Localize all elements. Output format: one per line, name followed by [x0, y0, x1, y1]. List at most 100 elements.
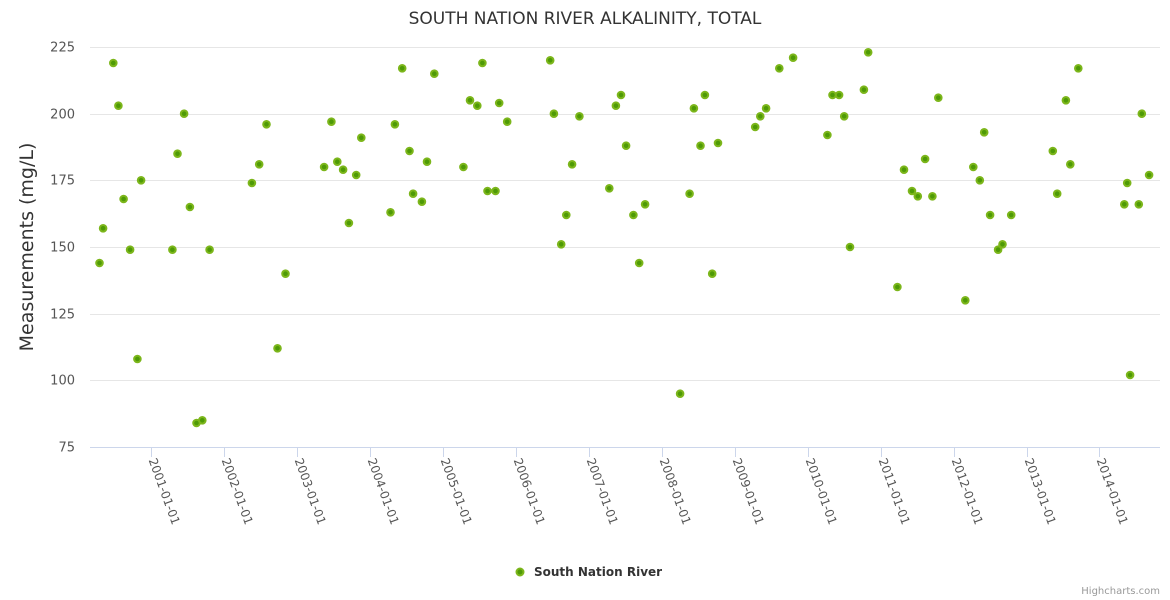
data-point[interactable] — [1061, 96, 1071, 105]
data-point[interactable] — [262, 120, 271, 129]
data-point[interactable] — [327, 117, 336, 126]
legend-marker-icon[interactable] — [515, 567, 525, 577]
data-point[interactable] — [1137, 109, 1147, 118]
data-point[interactable] — [775, 64, 784, 73]
data-point[interactable] — [1122, 178, 1132, 188]
data-point[interactable] — [605, 184, 614, 193]
data-point[interactable] — [1144, 170, 1154, 180]
data-point[interactable] — [761, 104, 771, 113]
data-point[interactable] — [859, 85, 869, 94]
data-point[interactable] — [247, 178, 257, 188]
data-point[interactable] — [696, 141, 705, 150]
data-point[interactable] — [114, 101, 123, 110]
data-point[interactable] — [562, 210, 571, 220]
data-point[interactable] — [689, 104, 699, 113]
data-point[interactable] — [422, 157, 432, 166]
data-point[interactable] — [961, 296, 970, 305]
data-point[interactable] — [621, 141, 631, 150]
data-point[interactable] — [1066, 160, 1075, 169]
data-point[interactable] — [920, 154, 930, 164]
data-point[interactable] — [549, 109, 559, 118]
data-point[interactable] — [405, 146, 414, 156]
data-point[interactable] — [397, 64, 407, 73]
data-point[interactable] — [465, 96, 475, 105]
data-point[interactable] — [556, 240, 566, 249]
data-point[interactable] — [998, 240, 1007, 249]
data-point[interactable] — [205, 245, 214, 254]
data-point[interactable] — [934, 93, 943, 102]
data-point[interactable] — [834, 90, 844, 100]
data-point[interactable] — [179, 109, 189, 118]
data-point[interactable] — [823, 130, 832, 140]
legend-item-south-nation-river[interactable]: South Nation River — [534, 565, 662, 579]
data-point[interactable] — [168, 245, 177, 254]
data-point[interactable] — [845, 242, 855, 252]
data-point[interactable] — [863, 48, 873, 57]
data-point[interactable] — [1134, 200, 1144, 209]
data-point[interactable] — [993, 245, 1003, 254]
data-point[interactable] — [1006, 210, 1016, 220]
data-point[interactable] — [575, 112, 584, 121]
data-point[interactable] — [928, 192, 937, 201]
data-point[interactable] — [1120, 200, 1129, 209]
data-point[interactable] — [913, 192, 923, 201]
data-point[interactable] — [338, 165, 348, 174]
data-point[interactable] — [1052, 189, 1062, 198]
data-point[interactable] — [985, 210, 995, 220]
data-point[interactable] — [357, 133, 366, 142]
data-point[interactable] — [899, 165, 909, 174]
data-point[interactable] — [502, 117, 512, 126]
data-point[interactable] — [1048, 146, 1058, 156]
data-point[interactable] — [386, 208, 395, 217]
data-point[interactable] — [685, 189, 694, 198]
data-point[interactable] — [788, 53, 798, 63]
legend[interactable]: South Nation River — [515, 565, 663, 579]
data-point[interactable] — [545, 56, 555, 65]
data-point[interactable] — [473, 101, 482, 110]
data-point[interactable] — [979, 128, 989, 137]
data-point[interactable] — [491, 186, 500, 196]
data-point[interactable] — [273, 344, 282, 353]
data-point[interactable] — [417, 197, 427, 206]
data-point[interactable] — [756, 112, 765, 121]
data-point[interactable] — [344, 218, 354, 228]
data-point[interactable] — [109, 58, 118, 68]
data-point[interactable] — [634, 258, 644, 268]
data-point[interactable] — [1074, 64, 1083, 73]
data-point[interactable] — [713, 138, 723, 148]
data-point[interactable] — [430, 69, 439, 78]
data-point[interactable] — [975, 176, 985, 185]
data-point[interactable] — [254, 160, 264, 169]
data-point[interactable] — [333, 157, 342, 166]
data-point[interactable] — [136, 176, 146, 185]
data-point[interactable] — [133, 354, 142, 364]
data-point[interactable] — [98, 224, 108, 233]
credits-link[interactable]: Highcharts.com — [1081, 586, 1160, 597]
data-point[interactable] — [629, 210, 638, 220]
data-point[interactable] — [700, 90, 710, 100]
data-point[interactable] — [173, 149, 182, 158]
data-point[interactable] — [319, 162, 329, 172]
data-point[interactable] — [119, 194, 128, 204]
data-point[interactable] — [750, 122, 760, 132]
series-south-nation-river[interactable] — [95, 48, 1154, 428]
data-point[interactable] — [1125, 370, 1135, 380]
data-point[interactable] — [185, 202, 195, 212]
data-point[interactable] — [969, 162, 978, 172]
data-point[interactable] — [95, 258, 104, 268]
data-point[interactable] — [893, 282, 902, 292]
data-point[interactable] — [611, 101, 621, 110]
data-point[interactable] — [408, 189, 418, 198]
data-point[interactable] — [616, 90, 626, 100]
data-point[interactable] — [483, 186, 492, 196]
data-point[interactable] — [281, 269, 290, 279]
data-point[interactable] — [351, 170, 361, 180]
data-point[interactable] — [640, 200, 650, 209]
data-point[interactable] — [390, 120, 400, 129]
data-point[interactable] — [125, 245, 135, 254]
data-point[interactable] — [675, 389, 685, 399]
data-point[interactable] — [494, 98, 504, 108]
data-point[interactable] — [198, 416, 207, 425]
data-point[interactable] — [459, 162, 468, 172]
data-point[interactable] — [907, 186, 917, 196]
